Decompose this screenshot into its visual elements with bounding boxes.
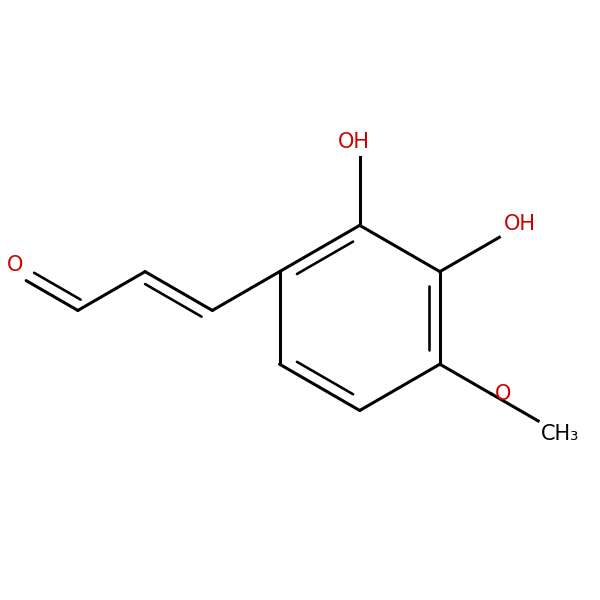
Text: OH: OH [338,132,370,152]
Text: O: O [7,254,23,275]
Text: CH₃: CH₃ [541,424,580,444]
Text: O: O [494,384,511,404]
Text: OH: OH [504,214,536,235]
